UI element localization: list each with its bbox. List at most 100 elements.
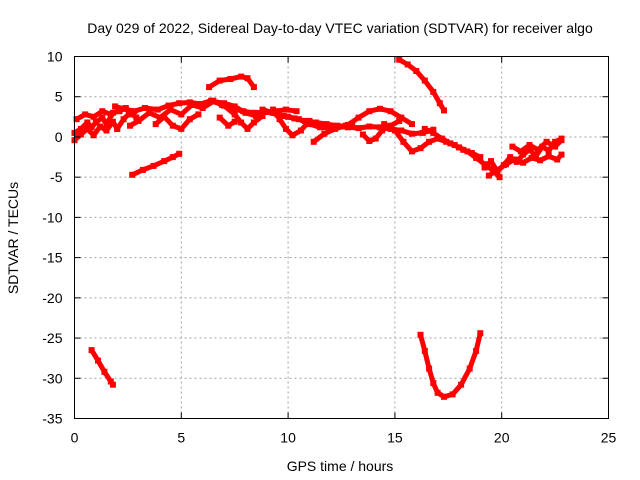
data-point: [426, 365, 433, 372]
data-point: [199, 105, 206, 111]
data-point: [139, 166, 146, 173]
data-point: [133, 114, 140, 121]
data-point: [447, 140, 454, 147]
data-point: [473, 347, 480, 354]
data-point: [154, 106, 161, 113]
data-point: [107, 111, 114, 118]
data-point: [216, 114, 223, 121]
data-point: [421, 77, 428, 84]
data-point: [507, 154, 514, 161]
data-point: [206, 84, 213, 91]
data-point: [302, 117, 309, 124]
y-axis-label: SDTVAR / TECUs: [5, 182, 21, 294]
data-point: [332, 125, 339, 132]
data-point: [280, 113, 287, 119]
data-point: [84, 119, 91, 126]
data-point: [238, 73, 245, 80]
data-point: [95, 357, 101, 364]
data-point: [152, 121, 159, 128]
data-point: [552, 138, 559, 145]
data-point: [253, 113, 260, 119]
y-tick-label: -10: [42, 209, 62, 225]
data-point: [509, 143, 516, 150]
data-point: [186, 116, 193, 123]
data-point: [73, 116, 80, 123]
data-point: [259, 106, 266, 113]
y-tick-label: -5: [50, 169, 63, 185]
data-point: [227, 76, 234, 82]
data-point: [404, 61, 411, 68]
data-point: [417, 331, 424, 338]
data-point: [129, 171, 136, 178]
data-point: [366, 138, 373, 144]
data-point: [535, 146, 541, 153]
y-tick-label: -35: [42, 411, 62, 427]
data-point: [526, 142, 533, 148]
data-point: [511, 156, 518, 163]
data-point: [165, 102, 172, 109]
data-point: [276, 116, 283, 123]
data-point: [372, 135, 379, 142]
data-point: [398, 127, 405, 134]
data-point: [321, 130, 328, 137]
y-tick-label: -25: [42, 330, 62, 346]
data-point: [90, 132, 97, 139]
data-point: [552, 143, 559, 150]
data-point: [109, 381, 116, 388]
data-point: [77, 125, 84, 132]
data-point: [532, 153, 539, 160]
data-point: [107, 378, 114, 385]
data-point: [344, 121, 351, 128]
data-point: [270, 106, 277, 113]
series-arc-e: [114, 110, 139, 132]
series-arc-n: [311, 123, 349, 145]
data-point: [409, 148, 415, 155]
data-point: [77, 131, 84, 138]
data-point: [496, 174, 503, 181]
data-point: [283, 106, 289, 113]
data-point: [244, 75, 251, 82]
data-point: [417, 145, 424, 152]
data-point: [109, 118, 116, 125]
data-point: [537, 157, 544, 164]
data-point: [231, 103, 238, 110]
data-point: [259, 113, 266, 119]
data-point: [231, 111, 238, 118]
data-point: [526, 146, 533, 153]
plot-frame: [74, 56, 609, 419]
data-series: [71, 56, 565, 400]
data-point: [485, 172, 492, 179]
data-point: [517, 148, 524, 155]
data-point: [176, 150, 183, 157]
data-point: [438, 135, 445, 142]
data-point: [376, 124, 383, 131]
data-point: [291, 115, 298, 122]
data-point: [558, 151, 565, 158]
y-tick-label: -30: [42, 370, 62, 386]
data-point: [221, 102, 227, 109]
data-point: [195, 111, 202, 118]
data-point: [244, 125, 251, 132]
y-tick-label: 5: [55, 89, 63, 105]
series-arc-f: [127, 99, 355, 131]
data-point: [99, 114, 106, 121]
data-point: [481, 164, 488, 171]
x-axis-label: GPS time / hours: [287, 458, 394, 474]
data-point: [421, 125, 428, 132]
chart-title: Day 029 of 2022, Sidereal Day-to-day VTE…: [87, 20, 593, 36]
data-point: [387, 108, 394, 115]
data-point: [381, 121, 388, 128]
data-point: [293, 108, 300, 115]
data-point: [421, 347, 428, 354]
data-point: [178, 125, 185, 132]
data-point: [146, 109, 153, 116]
data-point: [142, 105, 148, 111]
data-point: [97, 123, 104, 130]
data-point: [238, 119, 245, 126]
data-point: [306, 117, 313, 124]
data-point: [169, 122, 176, 129]
data-point: [488, 158, 494, 165]
data-point: [135, 117, 142, 124]
data-point: [430, 129, 437, 136]
